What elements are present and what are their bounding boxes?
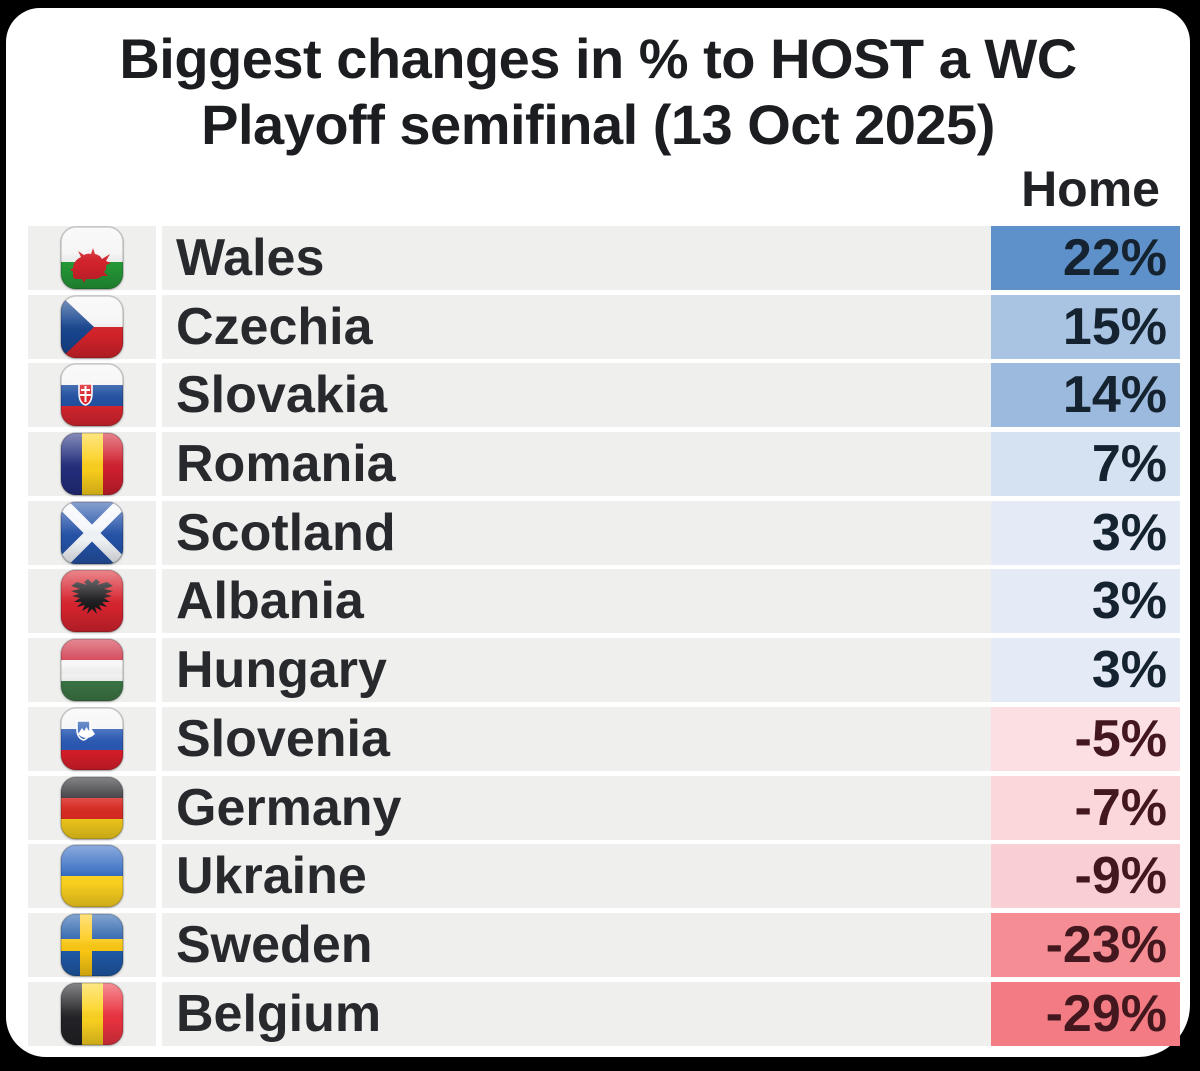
value-text: 3%	[1091, 572, 1167, 631]
value-text: -5%	[1074, 709, 1167, 768]
flag-cell	[28, 569, 156, 634]
page-title: Biggest changes in % to HOST a WC Playof…	[6, 26, 1190, 158]
wales-flag-icon	[60, 226, 124, 290]
value-text: -9%	[1074, 847, 1167, 906]
team-name: Czechia	[162, 294, 1000, 359]
team-name: Belgium	[162, 981, 1000, 1046]
team-name: Slovenia	[162, 706, 1000, 771]
value-text: 3%	[1091, 641, 1167, 700]
flag-cell	[28, 363, 156, 428]
belgium-flag-icon	[60, 981, 124, 1046]
infographic-card: Biggest changes in % to HOST a WC Playof…	[6, 8, 1190, 1057]
table-row: Albania 3%	[28, 569, 1180, 634]
table-row: Sweden -23%	[28, 912, 1180, 977]
scotland-flag-icon	[60, 501, 124, 565]
flag-cell	[28, 294, 156, 359]
value-cell: -29%	[991, 981, 1180, 1046]
team-name: Germany	[162, 775, 1000, 840]
team-name: Scotland	[162, 500, 1000, 565]
table-row: Ukraine -9%	[28, 844, 1180, 909]
value-text: 7%	[1091, 435, 1167, 494]
germany-flag-icon	[60, 775, 124, 840]
value-cell: -7%	[991, 775, 1180, 840]
flag-cell	[28, 981, 156, 1046]
team-name: Romania	[162, 432, 1000, 497]
flag-cell	[28, 500, 156, 565]
standings-table: Wales 22% Czechia 15%	[28, 226, 1180, 1046]
value-text: 15%	[1062, 297, 1167, 356]
table-row: Belgium -29%	[28, 981, 1180, 1046]
value-cell: 14%	[991, 363, 1180, 428]
value-cell: 3%	[991, 500, 1180, 565]
value-cell: 22%	[991, 226, 1180, 290]
flag-cell	[28, 775, 156, 840]
flag-cell	[28, 432, 156, 497]
table-row: Czechia 15%	[28, 294, 1180, 359]
value-cell: -5%	[991, 706, 1180, 771]
value-text: -29%	[1045, 984, 1167, 1043]
value-cell: 3%	[991, 569, 1180, 634]
title-line-1: Biggest changes in % to HOST a WC	[119, 27, 1077, 90]
table-row: Scotland 3%	[28, 500, 1180, 565]
table-row: Slovakia 14%	[28, 363, 1180, 428]
flag-cell	[28, 912, 156, 977]
team-name: Albania	[162, 569, 1000, 634]
romania-flag-icon	[60, 432, 124, 496]
ukraine-flag-icon	[60, 844, 124, 908]
team-name: Wales	[162, 226, 1000, 290]
table-row: Germany -7%	[28, 775, 1180, 840]
value-cell: -23%	[991, 912, 1180, 977]
value-cell: 3%	[991, 638, 1180, 703]
sweden-flag-icon	[60, 913, 124, 977]
value-text: 3%	[1091, 503, 1167, 562]
value-text: -7%	[1074, 778, 1167, 837]
value-cell: -9%	[991, 844, 1180, 909]
flag-cell	[28, 226, 156, 290]
value-cell: 15%	[991, 294, 1180, 359]
team-name: Slovakia	[162, 363, 1000, 428]
slovenia-flag-icon	[60, 707, 124, 771]
team-name: Ukraine	[162, 844, 1000, 909]
value-text: 14%	[1062, 366, 1167, 425]
flag-cell	[28, 638, 156, 703]
slovakia-flag-icon	[60, 363, 124, 428]
flag-cell	[28, 706, 156, 771]
czechia-flag-icon	[60, 294, 124, 359]
table-row: Hungary 3%	[28, 638, 1180, 703]
column-header-home: Home	[1021, 161, 1160, 217]
team-name: Sweden	[162, 912, 1000, 977]
table-row: Slovenia -5%	[28, 706, 1180, 771]
table-row: Wales 22%	[28, 226, 1180, 290]
value-text: -23%	[1045, 915, 1167, 974]
value-cell: 7%	[991, 432, 1180, 497]
albania-flag-icon	[60, 569, 124, 634]
title-line-2: Playoff semifinal (13 Oct 2025)	[201, 93, 995, 156]
table-row: Romania 7%	[28, 432, 1180, 497]
flag-cell	[28, 844, 156, 909]
hungary-flag-icon	[60, 638, 124, 702]
team-name: Hungary	[162, 638, 1000, 703]
value-text: 22%	[1062, 229, 1167, 287]
